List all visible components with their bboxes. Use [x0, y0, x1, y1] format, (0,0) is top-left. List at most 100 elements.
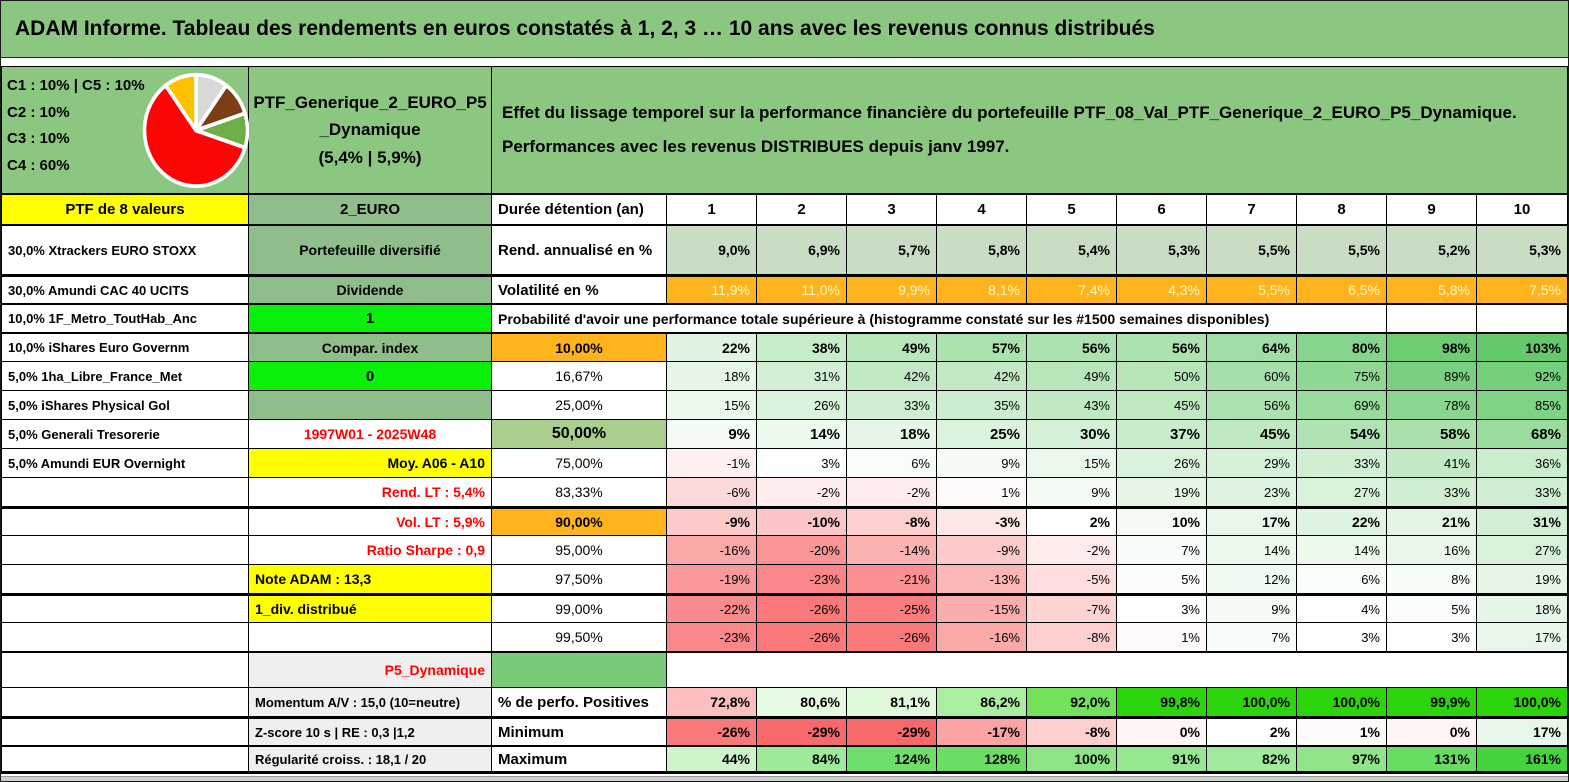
mid-cell-rend-lt[interactable]: Rend. LT : 5,4% — [249, 478, 492, 506]
prob-value-cell[interactable]: 9% — [1027, 478, 1117, 506]
prob-value-cell[interactable]: 64% — [1207, 334, 1297, 361]
minimum-value-cell[interactable]: -26% — [667, 719, 757, 745]
prob-value-cell[interactable]: 1% — [1117, 623, 1207, 651]
prob-value-cell[interactable]: 98% — [1387, 334, 1477, 361]
prob-value-cell[interactable]: 58% — [1387, 420, 1477, 448]
vol-value-cell[interactable]: 8,1% — [937, 277, 1027, 303]
prob-threshold-cell[interactable]: 95,00% — [492, 536, 667, 564]
prob-value-cell[interactable]: 7% — [1207, 623, 1297, 651]
empty-cell-a[interactable] — [2, 565, 249, 593]
duration-col-9[interactable]: 9 — [1387, 195, 1477, 224]
empty-cell-a[interactable] — [2, 653, 249, 687]
rend-value-cell[interactable]: 5,8% — [937, 226, 1027, 274]
prob-value-cell[interactable]: 21% — [1387, 509, 1477, 535]
maximum-value-cell[interactable]: 128% — [937, 747, 1027, 771]
prob-value-cell[interactable]: 19% — [1477, 565, 1567, 593]
prob-value-cell[interactable]: 68% — [1477, 420, 1567, 448]
prob-value-cell[interactable]: 26% — [1117, 449, 1207, 477]
holding-cell[interactable]: 5,0% Generali Tresorerie — [2, 420, 249, 448]
prob-value-cell[interactable]: 69% — [1297, 391, 1387, 419]
prob-value-cell[interactable]: -3% — [937, 509, 1027, 535]
mid-cell-style[interactable]: Portefeuille diversifié — [249, 226, 492, 274]
empty-cell-a[interactable] — [2, 596, 249, 622]
minimum-value-cell[interactable]: 17% — [1477, 719, 1567, 745]
duration-col-4[interactable]: 4 — [937, 195, 1027, 224]
prob-value-cell[interactable]: -23% — [667, 623, 757, 651]
prob-value-cell[interactable]: -8% — [1027, 623, 1117, 651]
prob-value-cell[interactable]: -1% — [667, 449, 757, 477]
prob-value-cell[interactable]: 29% — [1207, 449, 1297, 477]
prob-threshold-cell[interactable]: 75,00% — [492, 449, 667, 477]
holding-cell[interactable]: 30,0% Amundi CAC 40 UCITS — [2, 277, 249, 303]
vol-label-cell[interactable]: Volatilité en % — [492, 277, 667, 303]
prob-value-cell[interactable]: 41% — [1387, 449, 1477, 477]
prob-value-cell[interactable]: 16% — [1387, 536, 1477, 564]
prob-value-cell[interactable]: 80% — [1297, 334, 1387, 361]
vol-value-cell[interactable]: 7,4% — [1027, 277, 1117, 303]
ptf-label-cell[interactable]: PTF de 8 valeurs — [2, 195, 249, 224]
prob-value-cell[interactable]: 75% — [1297, 362, 1387, 390]
duration-col-6[interactable]: 6 — [1117, 195, 1207, 224]
prob-value-cell[interactable]: 6% — [1297, 565, 1387, 593]
prob-value-cell[interactable]: -8% — [847, 509, 937, 535]
perfo-value-cell[interactable]: 80,6% — [757, 688, 847, 716]
prob-value-cell[interactable]: 2% — [1027, 509, 1117, 535]
prob-threshold-cell[interactable]: 25,00% — [492, 391, 667, 419]
prob-value-cell[interactable]: -22% — [667, 596, 757, 622]
prob-value-cell[interactable]: 27% — [1297, 478, 1387, 506]
maximum-value-cell[interactable]: 131% — [1387, 747, 1477, 771]
perfo-label-cell[interactable]: % de perfo. Positives — [492, 688, 667, 716]
empty-cell-a[interactable] — [2, 478, 249, 506]
minimum-value-cell[interactable]: -29% — [847, 719, 937, 745]
prob-value-cell[interactable]: 12% — [1207, 565, 1297, 593]
prob-value-cell[interactable]: 15% — [1027, 449, 1117, 477]
rend-value-cell[interactable]: 5,5% — [1207, 226, 1297, 274]
prob-value-cell[interactable]: -26% — [757, 623, 847, 651]
prob-value-cell[interactable]: 27% — [1477, 536, 1567, 564]
prob-value-cell[interactable]: 18% — [667, 362, 757, 390]
holding-cell[interactable]: 30,0% Xtrackers EURO STOXX — [2, 226, 249, 274]
maximum-value-cell[interactable]: 97% — [1297, 747, 1387, 771]
prob-value-cell[interactable]: -13% — [937, 565, 1027, 593]
prob-value-cell[interactable]: 56% — [1027, 334, 1117, 361]
prob-value-cell[interactable]: -2% — [1027, 536, 1117, 564]
maximum-value-cell[interactable]: 84% — [757, 747, 847, 771]
vol-value-cell[interactable]: 11,0% — [757, 277, 847, 303]
maximum-value-cell[interactable]: 44% — [667, 747, 757, 771]
mid-cell-div-distribue[interactable]: 1_div. distribué — [249, 596, 492, 622]
prob-value-cell[interactable]: 33% — [1387, 478, 1477, 506]
prob-threshold-cell[interactable]: 90,00% — [492, 509, 667, 535]
duration-header-cell[interactable]: Durée détention (an) — [492, 195, 667, 224]
prob-value-cell[interactable]: 19% — [1117, 478, 1207, 506]
prob-value-cell[interactable]: 18% — [847, 420, 937, 448]
prob-value-cell[interactable]: -5% — [1027, 565, 1117, 593]
prob-threshold-cell[interactable]: 97,50% — [492, 565, 667, 593]
empty-cell[interactable] — [1477, 305, 1567, 332]
rend-value-cell[interactable]: 9,0% — [667, 226, 757, 274]
mid-cell[interactable] — [249, 623, 492, 651]
prob-value-cell[interactable]: -25% — [847, 596, 937, 622]
prob-value-cell[interactable]: -26% — [757, 596, 847, 622]
minimum-value-cell[interactable]: 2% — [1207, 719, 1297, 745]
prob-value-cell[interactable]: 10% — [1117, 509, 1207, 535]
rend-value-cell[interactable]: 5,4% — [1027, 226, 1117, 274]
empty-cell-a[interactable] — [2, 747, 249, 771]
prob-value-cell[interactable]: 15% — [667, 391, 757, 419]
minimum-value-cell[interactable]: -17% — [937, 719, 1027, 745]
prob-value-cell[interactable]: -2% — [847, 478, 937, 506]
prob-value-cell[interactable]: 9% — [1207, 596, 1297, 622]
duration-col-7[interactable]: 7 — [1207, 195, 1297, 224]
mid-cell-compar-index[interactable]: Compar. index — [249, 334, 492, 361]
prob-value-cell[interactable]: -10% — [757, 509, 847, 535]
mid-cell-regularite[interactable]: Régularité croiss. : 18,1 / 20 — [249, 747, 492, 771]
minimum-label-cell[interactable]: Minimum — [492, 719, 667, 745]
p5-green-cell[interactable] — [492, 653, 667, 687]
prob-value-cell[interactable]: -20% — [757, 536, 847, 564]
prob-value-cell[interactable]: 57% — [937, 334, 1027, 361]
prob-value-cell[interactable]: -15% — [937, 596, 1027, 622]
probability-caption-cell[interactable]: Probabilité d'avoir une performance tota… — [492, 305, 1387, 332]
prob-threshold-cell[interactable]: 99,50% — [492, 623, 667, 651]
prob-value-cell[interactable]: 42% — [847, 362, 937, 390]
prob-value-cell[interactable]: 54% — [1297, 420, 1387, 448]
rend-value-cell[interactable]: 6,9% — [757, 226, 847, 274]
